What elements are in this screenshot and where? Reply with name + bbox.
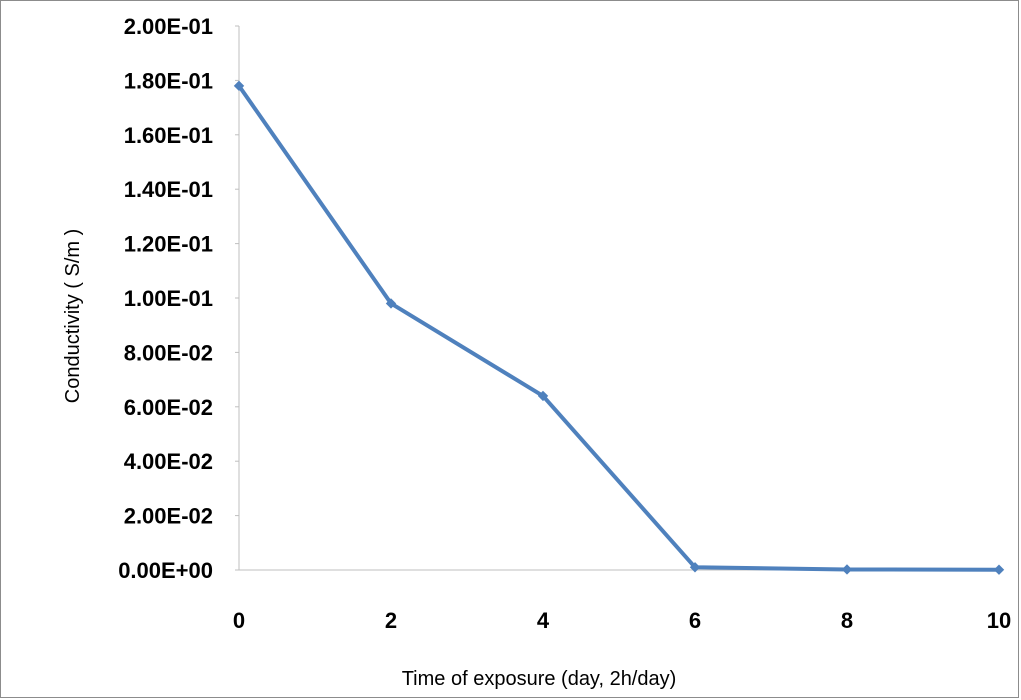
y-tick-label: 1.20E-01 <box>124 232 213 257</box>
y-tick-label: 0.00E+00 <box>118 558 213 583</box>
x-tick-label: 10 <box>987 608 1011 633</box>
y-tick-label: 2.00E-02 <box>124 504 213 529</box>
y-tick-label: 1.40E-01 <box>124 177 213 202</box>
x-tick-labels: 0 2 4 6 8 10 <box>233 608 1011 633</box>
data-point <box>993 564 1005 575</box>
data-point <box>537 390 549 402</box>
x-tick-label: 8 <box>841 608 853 633</box>
x-tick-label: 2 <box>385 608 397 633</box>
series-line <box>237 83 1001 572</box>
axes <box>235 25 999 571</box>
x-tick-label: 4 <box>537 608 550 633</box>
x-tick-label: 6 <box>689 608 701 633</box>
x-axis-title: Time of exposure (day, 2h/day) <box>402 668 677 690</box>
y-tick-label: 1.60E-01 <box>124 123 213 148</box>
y-axis-title: Conductivity ( S/m ) <box>62 229 84 403</box>
y-tick-label: 8.00E-02 <box>124 340 213 365</box>
y-tick-label: 6.00E-02 <box>124 395 213 420</box>
y-tick-label: 1.80E-01 <box>124 68 213 93</box>
y-tick-label: 4.00E-02 <box>124 449 213 474</box>
series-layer <box>233 80 1005 575</box>
data-point <box>233 80 245 92</box>
data-point <box>689 562 701 573</box>
y-tick-labels: 0.00E+00 2.00E-02 4.00E-02 6.00E-02 8.00E-02… <box>118 14 213 583</box>
y-tick-label: 2.00E-01 <box>124 14 213 39</box>
data-point <box>385 298 397 309</box>
y-tick-label: 1.00E-01 <box>124 286 213 311</box>
x-tick-label: 0 <box>233 608 245 633</box>
data-point <box>841 564 853 575</box>
